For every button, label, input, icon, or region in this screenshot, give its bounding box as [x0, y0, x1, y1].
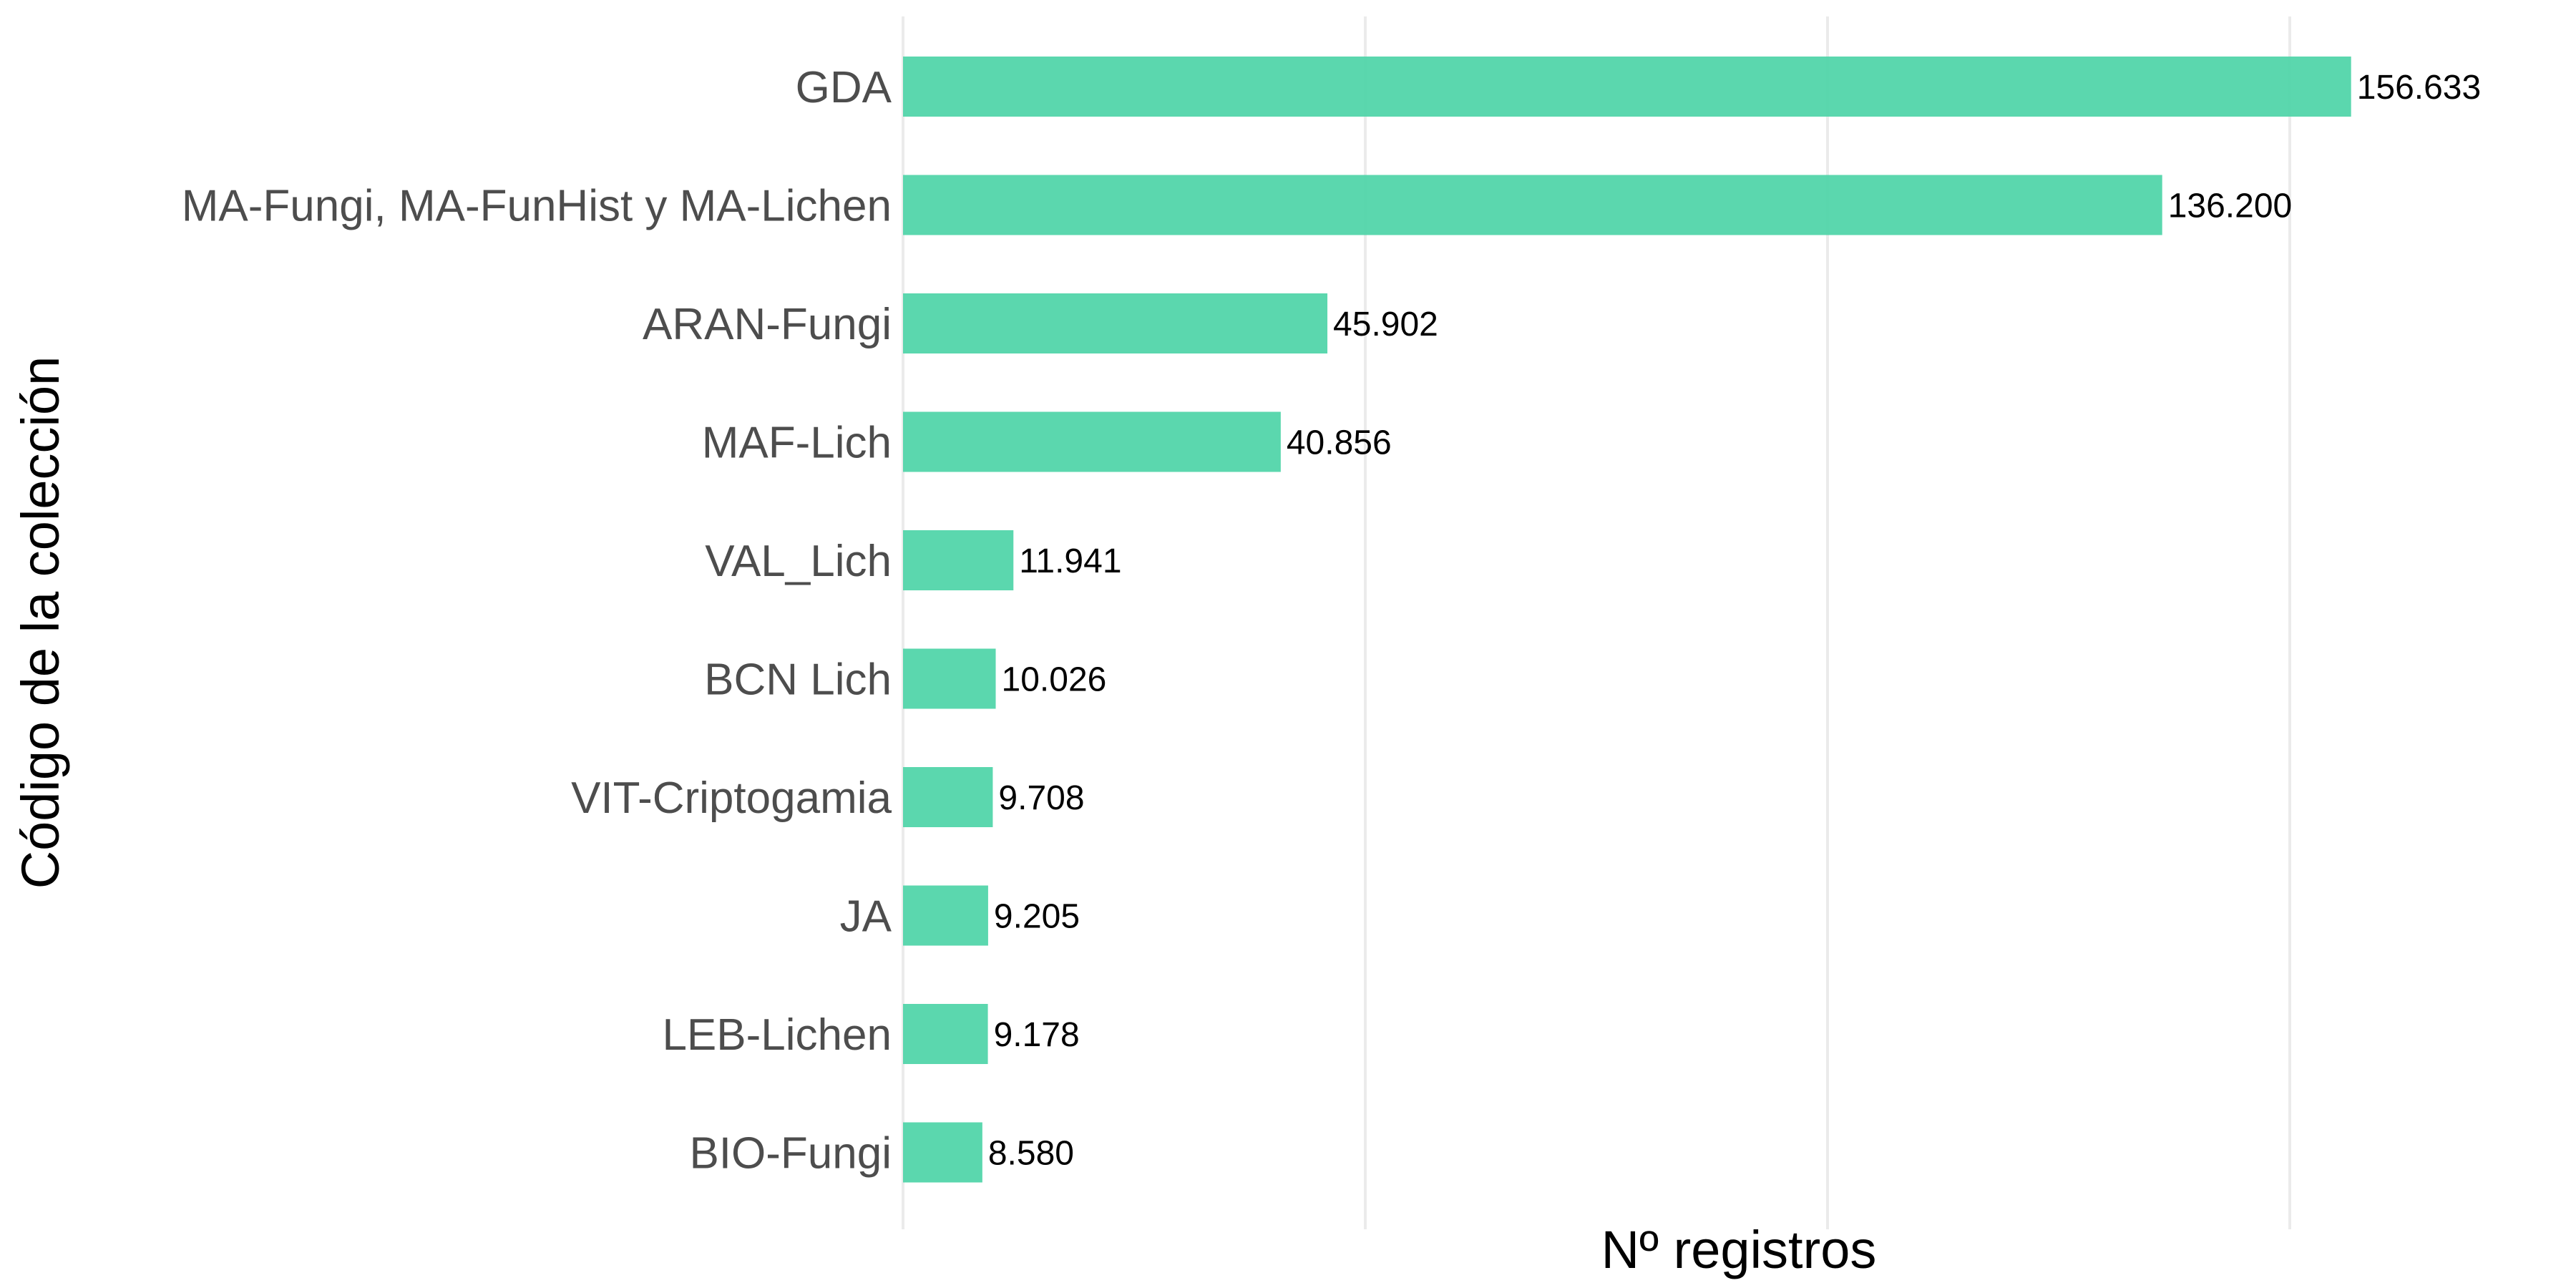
bar-9: [903, 1122, 982, 1183]
bar-4: [903, 530, 1014, 590]
category-label: MA-Fungi, MA-FunHist y MA-Lichen: [182, 182, 892, 231]
y-axis-title: Código de la colección: [11, 356, 70, 889]
value-label: 9.205: [994, 898, 1080, 936]
bar-6: [903, 767, 993, 827]
category-label: VIT-Criptogamia: [571, 774, 892, 823]
bar-0: [903, 57, 2351, 117]
value-label: 9.178: [994, 1016, 1080, 1054]
category-label: MAF-Lich: [702, 419, 892, 468]
value-label: 9.708: [998, 779, 1084, 817]
value-label: 45.902: [1333, 306, 1438, 343]
value-label: 40.856: [1287, 424, 1392, 462]
value-label: 11.941: [1019, 542, 1121, 580]
bar-7: [903, 885, 988, 946]
category-label: BCN Lich: [704, 655, 892, 705]
category-label: JA: [840, 892, 892, 942]
bar-1: [903, 175, 2162, 235]
bar-8: [903, 1004, 988, 1064]
value-label: 156.633: [2357, 69, 2482, 107]
bar-5: [903, 648, 996, 709]
x-axis-title: Nº registros: [1601, 1220, 1877, 1279]
bar-3: [903, 411, 1281, 472]
category-label: LEB-Lichen: [662, 1010, 892, 1060]
category-label: GDA: [796, 63, 892, 112]
category-label: VAL_Lich: [705, 537, 892, 586]
value-label: 8.580: [988, 1135, 1074, 1173]
value-label: 10.026: [1002, 661, 1107, 699]
category-label: BIO-Fungi: [689, 1129, 892, 1179]
bar-2: [903, 293, 1328, 353]
value-label: 136.200: [2168, 187, 2293, 225]
category-label: ARAN-Fungi: [643, 300, 892, 349]
